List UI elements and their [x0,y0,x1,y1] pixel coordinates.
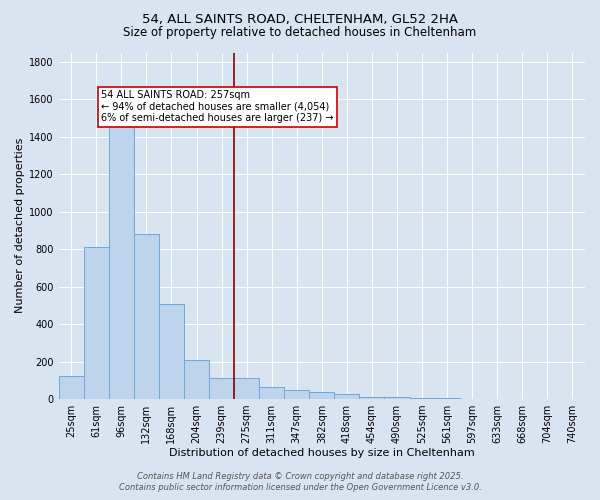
Text: Size of property relative to detached houses in Cheltenham: Size of property relative to detached ho… [124,26,476,39]
Bar [59,376,84,399]
Bar [234,378,259,399]
Bar [84,248,109,399]
Bar [109,112,134,399]
Bar [359,396,385,399]
Y-axis label: Number of detached properties: Number of detached properties [15,138,25,314]
Text: 54, ALL SAINTS ROAD, CHELTENHAM, GL52 2HA: 54, ALL SAINTS ROAD, CHELTENHAM, GL52 2H… [142,12,458,26]
Bar [410,398,434,399]
Bar [385,398,410,399]
Text: Contains HM Land Registry data © Crown copyright and database right 2025.
Contai: Contains HM Land Registry data © Crown c… [119,472,481,492]
Bar [334,394,359,399]
Bar [284,390,309,399]
Text: 54 ALL SAINTS ROAD: 257sqm
← 94% of detached houses are smaller (4,054)
6% of se: 54 ALL SAINTS ROAD: 257sqm ← 94% of deta… [101,90,334,123]
Bar [209,378,234,399]
Bar [309,392,334,399]
X-axis label: Distribution of detached houses by size in Cheltenham: Distribution of detached houses by size … [169,448,475,458]
Bar [184,360,209,399]
Bar [259,387,284,399]
Bar [134,234,159,399]
Bar [159,304,184,399]
Bar [434,398,460,399]
